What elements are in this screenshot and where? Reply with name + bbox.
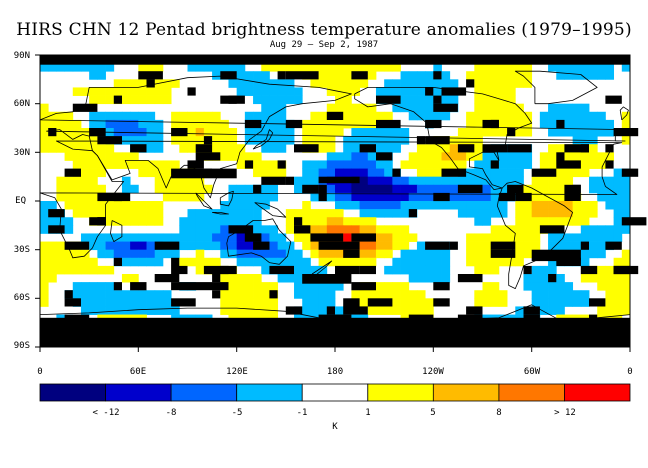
anomaly-field <box>40 55 631 348</box>
lat-label-90n: 90N <box>13 51 30 61</box>
map-subtitle: Aug 29 – Sep 2, 1987 <box>269 40 379 50</box>
colorbar-label-minus-8: -8 <box>165 408 177 418</box>
colorbar-swatch <box>301 383 369 402</box>
colorbar <box>39 383 631 402</box>
lat-label-30s: 30S <box>13 245 30 255</box>
lon-label-120w: 120W <box>422 367 444 377</box>
lat-label-30n: 30N <box>13 148 30 158</box>
map-title: HIRS CHN 12 Pentad brightness temperatur… <box>16 20 632 40</box>
axis-ticks <box>35 54 631 352</box>
lon-label-0: 0 <box>37 367 43 377</box>
coastlines <box>39 70 631 328</box>
lat-label-60n: 60N <box>13 99 30 109</box>
colorbar-swatch <box>105 383 172 402</box>
colorbar-swatch <box>170 383 238 402</box>
lon-label-180: 180 <box>326 367 344 377</box>
colorbar-swatch <box>432 383 500 402</box>
lat-label-60s: 60S <box>13 293 30 303</box>
colorbar-label-5: 5 <box>430 408 436 418</box>
colorbar-label-minus-5: -5 <box>231 408 243 418</box>
colorbar-units: K <box>332 422 338 432</box>
lat-label-90s: 90S <box>13 341 30 351</box>
colorbar-label-minus-1: -1 <box>296 408 308 418</box>
colorbar-label-1: 1 <box>365 408 371 418</box>
colorbar-swatch <box>498 383 565 402</box>
colorbar-swatch <box>39 383 106 402</box>
colorbar-label-8: 8 <box>496 408 502 418</box>
colorbar-swatch <box>367 383 434 402</box>
lon-label-0-east: 0 <box>627 367 633 377</box>
colorbar-label-gt-12: > 12 <box>554 408 576 418</box>
missing-data <box>40 55 647 347</box>
colorbar-label-lt-12: < -12 <box>92 408 120 418</box>
lon-label-120e: 120E <box>226 367 248 377</box>
colorbar-swatch <box>236 383 303 402</box>
lon-label-60e: 60E <box>129 367 147 377</box>
colorbar-swatch <box>564 383 631 402</box>
lat-label-eq: EQ <box>15 196 26 206</box>
lon-label-60w: 60W <box>523 367 541 377</box>
